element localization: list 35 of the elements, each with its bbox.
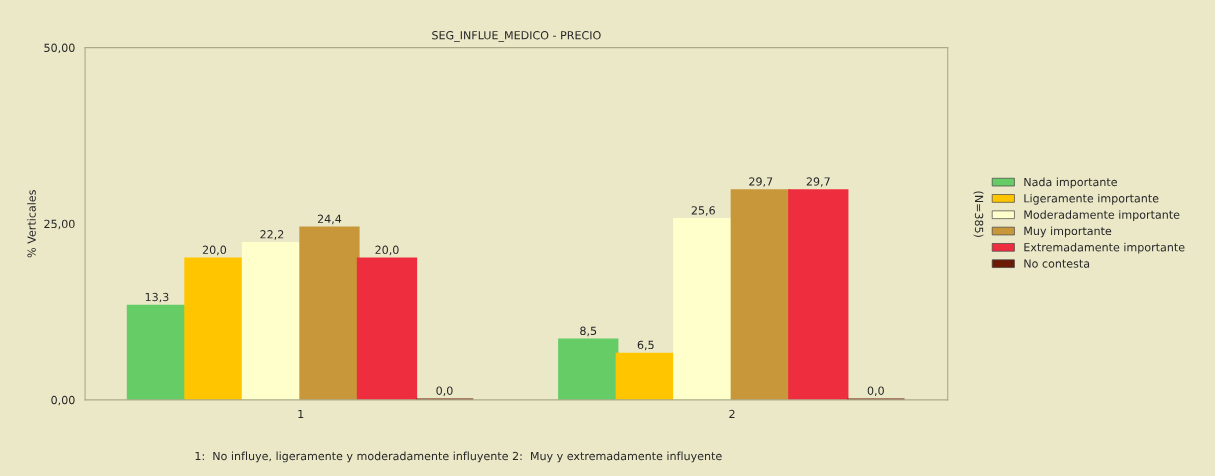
y-tick-label: 25,00 xyxy=(44,219,75,230)
legend-label: Muy importante xyxy=(1024,226,1112,238)
bar xyxy=(673,218,734,400)
text: (N=385) xyxy=(973,191,984,237)
data-label: 29,7 xyxy=(806,177,830,187)
data-label: 29,7 xyxy=(749,177,773,187)
legend-label: Extremadamente importante xyxy=(1024,242,1185,254)
bar xyxy=(558,338,619,400)
legend-label: Nada importante xyxy=(1024,177,1117,189)
chart-title: SEG_INFLUE_MEDICO - PRECIO xyxy=(432,31,601,42)
y-tick-label: 50,00 xyxy=(44,43,75,54)
data-label: 6,5 xyxy=(637,340,654,351)
x-tick-label: 1 xyxy=(298,409,304,418)
legend-label: No contesta xyxy=(1024,259,1090,268)
legend-label: Moderadamente importante xyxy=(1024,210,1180,221)
y-axis-title: % Verticales xyxy=(27,190,36,258)
bar xyxy=(615,352,676,400)
legend-label: Ligeramente importante xyxy=(1024,193,1159,205)
bar xyxy=(788,189,849,400)
data-label: 25,6 xyxy=(691,206,715,216)
data-label: 24,4 xyxy=(317,214,342,225)
bar xyxy=(184,257,245,400)
bar xyxy=(299,226,360,400)
x-tick-label: 2 xyxy=(729,409,735,418)
data-label: 22,2 xyxy=(260,230,284,240)
text: 1: No influye, ligeramente y moderadamente influyente 2: Muy y extremadamente influyente xyxy=(195,451,722,463)
bar xyxy=(730,189,791,400)
data-label: 0,0 xyxy=(867,386,884,397)
data-label: 8,5 xyxy=(580,326,597,337)
data-label: 0,0 xyxy=(436,386,453,397)
data-label: 20,0 xyxy=(202,245,227,256)
data-label: 13,3 xyxy=(145,292,169,303)
bar xyxy=(356,257,418,400)
data-label: 20,0 xyxy=(375,245,399,256)
y-tick-label: 0,00 xyxy=(51,395,75,406)
